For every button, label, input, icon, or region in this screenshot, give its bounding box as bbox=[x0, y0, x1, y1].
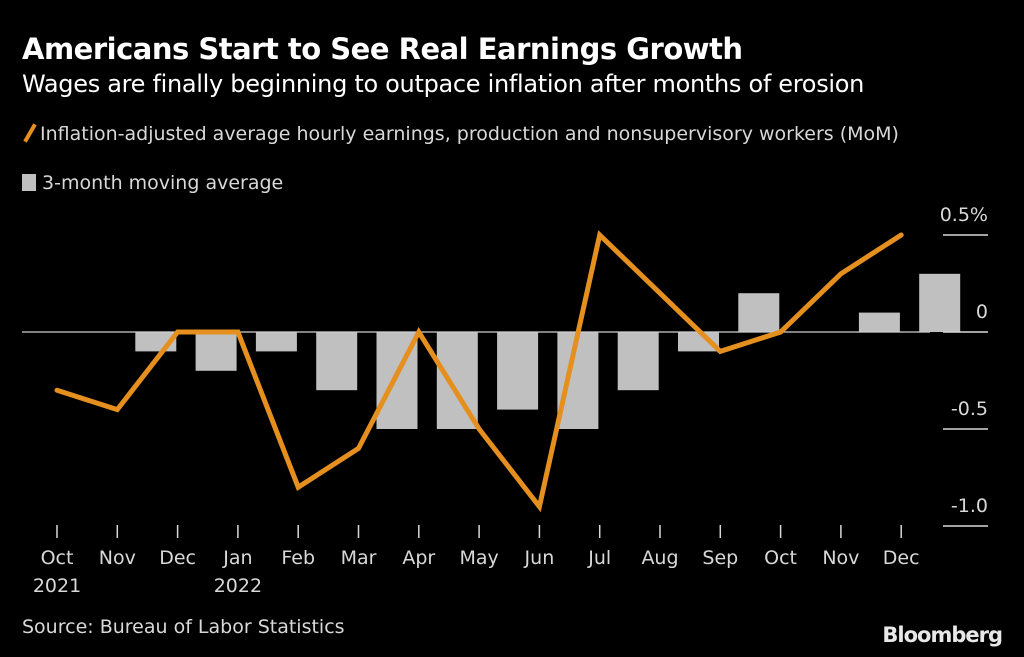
x-tick-label: Mar bbox=[341, 547, 377, 569]
x-tick-label: Jan bbox=[222, 547, 252, 569]
x-tick-label: May bbox=[459, 547, 498, 569]
chart-title: Americans Start to See Real Earnings Gro… bbox=[22, 32, 743, 66]
bar-swatch-icon bbox=[22, 174, 36, 191]
bar-jun-8 bbox=[557, 332, 599, 429]
x-tick-label: Sep bbox=[702, 547, 738, 569]
legend-item-bar: 3-month moving average bbox=[22, 172, 283, 194]
x-tick-label: Dec bbox=[159, 547, 196, 569]
bar-sep-11 bbox=[738, 293, 780, 332]
x-tick-label: Apr bbox=[402, 547, 435, 569]
x-tick-label: Aug bbox=[641, 547, 678, 569]
bar-may-7 bbox=[497, 332, 539, 410]
chart-subtitle: Wages are finally beginning to outpace i… bbox=[22, 70, 865, 98]
bar-nov-13 bbox=[858, 312, 900, 332]
x-tick-label: Jul bbox=[587, 547, 611, 569]
x-tick-label: Dec bbox=[883, 547, 920, 569]
legend-item-line: Inflation-adjusted average hourly earnin… bbox=[22, 120, 982, 148]
x-year-label: 2022 bbox=[214, 575, 262, 597]
x-year-label: 2021 bbox=[33, 575, 81, 597]
legend-label-line: Inflation-adjusted average hourly earnin… bbox=[40, 123, 899, 145]
bar-jan-3 bbox=[255, 332, 297, 352]
bar-jul-9 bbox=[617, 332, 659, 391]
y-tick-label: -1.0 bbox=[951, 495, 988, 517]
bar-dec-2 bbox=[195, 332, 237, 371]
x-tick-label: Oct bbox=[764, 547, 797, 569]
y-tick-label: 0 bbox=[976, 301, 988, 323]
x-tick-label: Jun bbox=[524, 547, 555, 569]
bloomberg-logo: Bloomberg bbox=[882, 623, 1003, 647]
bar-feb-4 bbox=[316, 332, 358, 391]
x-tick-label: Oct bbox=[41, 547, 74, 569]
x-tick-label: Feb bbox=[281, 547, 315, 569]
source-note: Source: Bureau of Labor Statistics bbox=[22, 616, 345, 638]
y-tick-label: -0.5 bbox=[951, 398, 988, 420]
x-tick-label: Nov bbox=[99, 547, 136, 569]
earnings-line bbox=[54, 230, 904, 513]
x-tick-label: Nov bbox=[822, 547, 859, 569]
bar-dec-14 bbox=[919, 273, 961, 332]
y-tick-label: 0.5% bbox=[940, 204, 988, 226]
legend-label-bar: 3-month moving average bbox=[42, 172, 284, 194]
